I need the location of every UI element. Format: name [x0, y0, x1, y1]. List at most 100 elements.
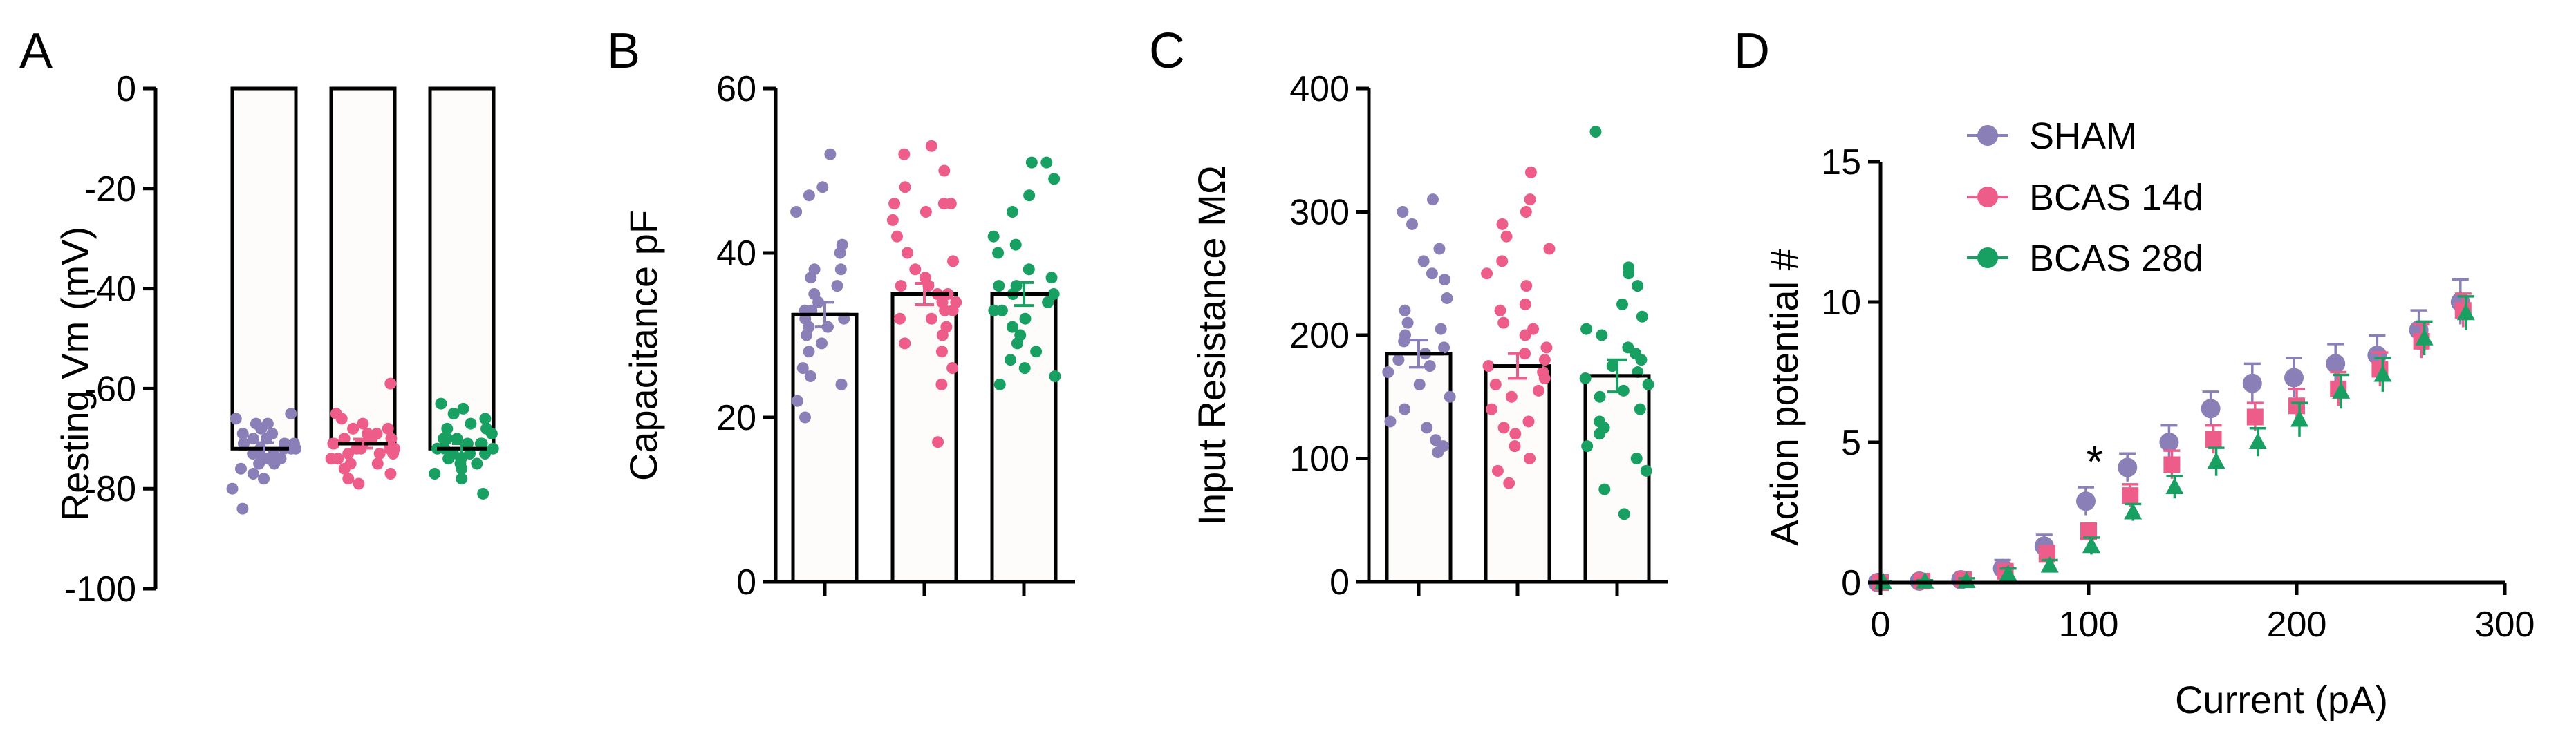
- legend-marker-sham: [1977, 125, 1998, 146]
- panel-b-point-bcas14: [899, 337, 911, 350]
- panel-c-point-sham: [1421, 422, 1433, 434]
- panel-a-point-bcas28: [479, 413, 492, 425]
- panel-c-point-bcas28: [1622, 341, 1634, 354]
- panel-c-point-sham: [1426, 193, 1439, 206]
- panel-c-point-bcas28: [1640, 464, 1652, 477]
- panel-a-point-bcas28: [477, 487, 489, 500]
- panel-d-action-potentials: Action potential # Current (pA) * 0 5 10 15…: [1762, 115, 2535, 721]
- panel-a-point-bcas28: [457, 402, 469, 415]
- point-bcas28: [2373, 365, 2392, 382]
- panel-c-point-sham: [1382, 366, 1394, 379]
- panel-c-point-sham: [1384, 415, 1397, 428]
- panel-b-point-sham: [808, 263, 821, 276]
- panel-c-point-bcas28: [1580, 323, 1593, 335]
- point-bcas28: [2332, 381, 2351, 399]
- panel-b-point-bcas14: [935, 346, 948, 358]
- point-bcas14: [2205, 431, 2222, 448]
- panel-b-point-bcas28: [1040, 156, 1053, 169]
- panel-b-point-bcas14: [899, 181, 911, 193]
- point-bcas28: [1999, 564, 2017, 581]
- panel-c-point-bcas14: [1520, 280, 1533, 292]
- point-sham: [2326, 354, 2346, 374]
- panel-c-point-sham: [1413, 378, 1426, 390]
- panel-a-point-sham: [253, 457, 265, 470]
- panel-c-point-bcas28: [1630, 453, 1643, 464]
- panel-a-point-sham: [247, 467, 259, 480]
- panel-c-point-sham: [1439, 274, 1451, 286]
- panel-b-point-sham: [835, 378, 848, 390]
- point-bcas14: [2246, 408, 2264, 426]
- panel-a-point-bcas14: [338, 433, 351, 445]
- panel-a-point-sham: [247, 448, 259, 460]
- panel-d-xtick-label: 200: [2267, 605, 2327, 645]
- panel-a-point-bcas14: [387, 448, 400, 460]
- panel-b-point-bcas14: [937, 198, 950, 210]
- point-bcas28: [2456, 303, 2475, 321]
- panel-a-point-bcas14: [373, 448, 386, 460]
- panel-b-point-bcas28: [993, 378, 1006, 390]
- panel-b-point-bcas14: [895, 280, 907, 292]
- significance-asterisk: *: [2087, 437, 2104, 486]
- panel-b-point-bcas14: [894, 312, 906, 325]
- panel-c-point-sham: [1399, 304, 1411, 316]
- panel-a-ytick-label: -100: [64, 569, 136, 609]
- panel-b-point-bcas14: [935, 378, 948, 390]
- panel-c-point-bcas14: [1538, 354, 1551, 366]
- panel-b-point-bcas28: [992, 247, 1005, 259]
- panel-a-point-bcas14: [327, 437, 339, 450]
- panel-b-ytick-label: 0: [736, 562, 756, 603]
- panel-c-point-bcas28: [1606, 360, 1618, 372]
- panel-b-point-bcas28: [1018, 362, 1031, 375]
- panel-c-point-bcas14: [1509, 440, 1521, 453]
- panel-c-point-bcas14: [1481, 267, 1493, 280]
- legend-marker-bcas14: [1977, 187, 1998, 207]
- panel-c-point-bcas14: [1497, 316, 1510, 329]
- panel-b-capacitance: Capacitance pF 0 20 40 60: [622, 69, 1075, 603]
- panel-d-xtick-label: 0: [1871, 605, 1891, 645]
- point-bcas28: [2124, 502, 2143, 520]
- legend-label-sham: SHAM: [2029, 115, 2137, 157]
- panel-a-point-sham: [236, 428, 249, 440]
- panel-b-point-bcas14: [940, 321, 953, 333]
- panel-c-point-bcas14: [1496, 255, 1509, 267]
- panel-letter-b: B: [607, 23, 640, 79]
- panel-b-point-sham: [803, 189, 815, 202]
- panel-a-point-bcas14: [325, 453, 337, 465]
- legend-marker-bcas28: [1977, 247, 1998, 268]
- point-sham: [2242, 373, 2262, 393]
- panel-c-point-bcas28: [1642, 378, 1654, 390]
- panel-c-point-sham: [1426, 267, 1438, 280]
- panel-a-bar-bcas14: [329, 86, 397, 446]
- panel-c-point-bcas28: [1596, 329, 1608, 341]
- panel-c-point-bcas28: [1623, 261, 1635, 274]
- panel-b-point-sham: [816, 337, 828, 350]
- panel-c-point-bcas14: [1486, 403, 1498, 415]
- panel-c-point-bcas14: [1520, 206, 1532, 218]
- panel-b-point-bcas14: [950, 296, 962, 308]
- panel-b-point-bcas14: [886, 214, 899, 226]
- panel-a-point-sham: [255, 422, 268, 435]
- panel-c-point-sham: [1444, 390, 1456, 403]
- panel-a-resting-vm: Resting Vm (mV) 0 -20 -40 -60 -80 -100: [53, 69, 499, 609]
- panel-c-point-bcas14: [1519, 298, 1531, 310]
- panel-b-bar-sham: [791, 312, 859, 584]
- panel-c-point-bcas14: [1491, 464, 1504, 477]
- series-bcas28: [1874, 295, 2475, 589]
- panel-c-point-sham: [1433, 243, 1446, 255]
- panel-c-point-bcas14: [1522, 415, 1535, 428]
- panel-b-point-bcas28: [988, 304, 1000, 316]
- panel-c-point-bcas28: [1598, 483, 1611, 495]
- panel-c-point-bcas28: [1594, 390, 1606, 403]
- panel-b-point-bcas14: [938, 164, 951, 177]
- panel-a-point-bcas14: [347, 422, 360, 435]
- panel-c-point-sham: [1424, 360, 1436, 372]
- panel-c-point-sham: [1406, 218, 1419, 230]
- panel-b-point-sham: [803, 346, 815, 358]
- point-bcas28: [2415, 328, 2434, 346]
- panel-c-point-sham: [1401, 316, 1414, 329]
- point-bcas14: [2122, 487, 2139, 504]
- panel-d-ytick-label: 15: [1821, 142, 1861, 182]
- panel-b-point-bcas28: [1006, 206, 1018, 218]
- panel-c-ylabel: Input Resistance MΩ: [1190, 165, 1233, 525]
- panel-c-point-bcas14: [1527, 323, 1540, 335]
